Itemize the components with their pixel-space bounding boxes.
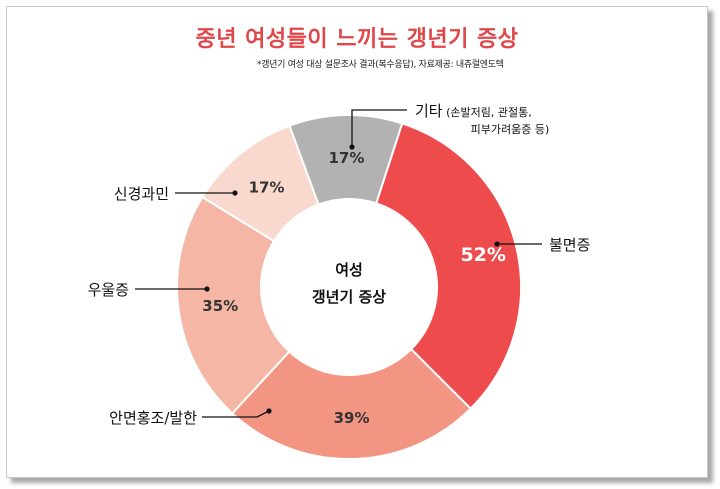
slice-0 (374, 122, 522, 411)
slice-value-1: 39% (334, 409, 370, 427)
slice-value-2: 35% (202, 297, 238, 315)
slice-value-4: 17% (328, 149, 364, 167)
slice-label-0: 불면증 (549, 236, 590, 254)
chart-frame: 중년 여성들이 느끼는 갱년기 증상 *갱년기 여성 대상 설문조사 결과(복수… (6, 6, 708, 478)
leader-dot-2 (204, 286, 210, 292)
slice-label-detail-4-0: (손발저림, 관절통, (443, 106, 532, 119)
slice-label-2: 우울증 (88, 281, 129, 299)
slice-label-4: 기타 (손발저림, 관절통, (415, 102, 532, 120)
leader-dot-1 (266, 408, 272, 414)
leader-dot-0 (494, 241, 500, 247)
slice-4 (288, 114, 404, 206)
slice-value-3: 17% (249, 179, 285, 197)
slice-label-1: 안면홍조/발한 (109, 409, 197, 427)
leader-line-1 (202, 410, 270, 418)
slice-label-3: 신경과민 (114, 185, 169, 203)
leader-dot-4 (349, 144, 355, 150)
leader-line-4 (351, 109, 407, 147)
leader-dot-3 (232, 190, 238, 196)
source-note: *갱년기 여성 대상 설문조사 결과(복수응답), 자료제공: 내츄럴엔도텍 (257, 60, 504, 70)
slice-2 (176, 195, 291, 415)
chart-title: 중년 여성들이 느끼는 갱년기 증상 (195, 27, 519, 52)
center-label-line-2: 갱년기 증상 (312, 288, 386, 306)
center-label-line-1: 여성 (335, 261, 363, 279)
slice-label-detail-4-1: 피부가려움증 등) (471, 123, 550, 136)
slice-1 (230, 347, 473, 460)
slice-value-0: 52% (460, 244, 505, 266)
